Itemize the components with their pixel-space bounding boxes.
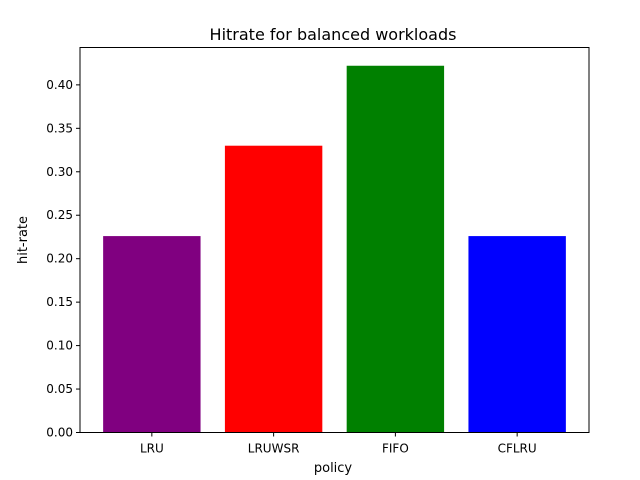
bar-cflru	[468, 236, 566, 433]
bar-fifo	[346, 65, 445, 433]
bar-lruwsr	[224, 145, 323, 433]
x-tick-label: LRUWSR	[248, 442, 300, 456]
y-axis-label: hit-rate	[16, 216, 31, 264]
x-axis-ticks: LRU LRUWSR FIFO CFLRU	[140, 432, 537, 456]
chart-title: Hitrate for balanced workloads	[210, 25, 457, 44]
x-tick-label: FIFO	[382, 442, 409, 456]
y-tick-label: 0.30	[46, 165, 73, 179]
y-tick-label: 0.25	[46, 208, 73, 222]
bar-lru	[103, 236, 201, 433]
bars-group	[103, 65, 566, 433]
y-tick-label: 0.40	[46, 78, 73, 92]
y-axis-ticks: 0.00 0.05 0.10 0.15 0.20 0.25 0.30 0.35 0.40	[46, 78, 80, 440]
y-tick-label: 0.35	[46, 121, 73, 135]
y-tick-label: 0.20	[46, 252, 73, 266]
plot-frame	[79, 47, 590, 433]
y-tick-label: 0.15	[46, 295, 73, 309]
x-axis-label: policy	[314, 461, 353, 476]
y-tick-label: 0.00	[46, 426, 73, 440]
x-tick-label: LRU	[140, 442, 164, 456]
x-tick-label: CFLRU	[498, 442, 537, 456]
y-tick-label: 0.05	[46, 382, 73, 396]
y-tick-label: 0.10	[46, 339, 73, 353]
